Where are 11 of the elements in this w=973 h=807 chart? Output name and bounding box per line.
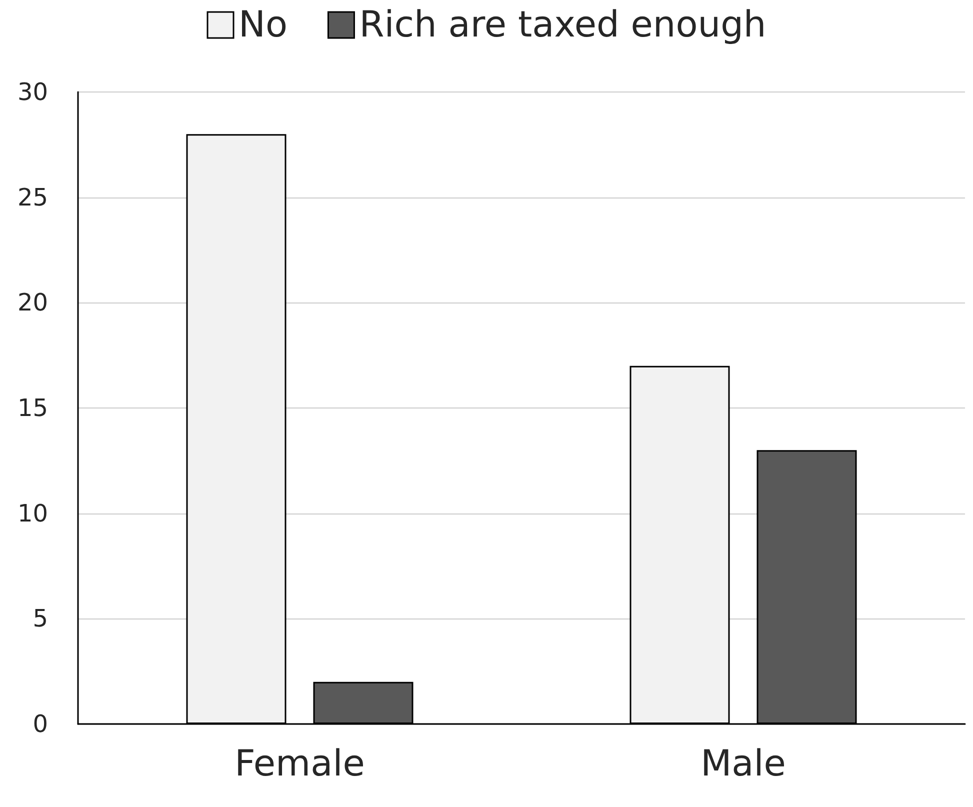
- y-tick-label: 25: [17, 183, 48, 212]
- legend-label: No: [238, 4, 288, 46]
- y-tick-label: 30: [17, 78, 48, 106]
- y-tick-label: 10: [17, 499, 48, 528]
- y-tick-label: 15: [17, 394, 48, 422]
- y-tick-label: 5: [32, 604, 48, 633]
- y-tick-label: 20: [17, 288, 48, 317]
- legend-label: Rich are taxed enough: [359, 4, 766, 46]
- x-tick-label: Male: [700, 744, 786, 784]
- y-tick-label: 0: [32, 710, 48, 738]
- x-tick-label: Female: [234, 744, 365, 784]
